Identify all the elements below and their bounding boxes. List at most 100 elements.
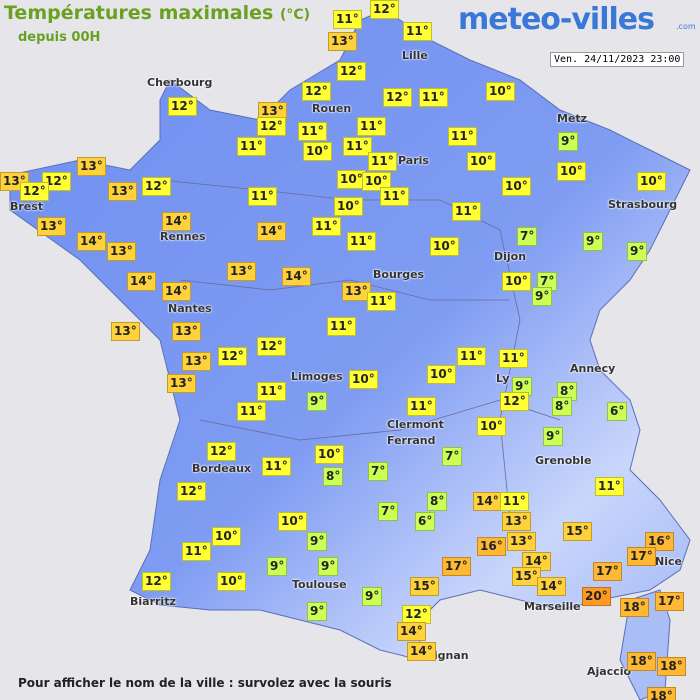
temperature-label[interactable]: 11° bbox=[595, 477, 624, 496]
temperature-label[interactable]: 12° bbox=[500, 392, 529, 411]
temperature-label[interactable]: 11° bbox=[248, 187, 277, 206]
temperature-label[interactable]: 12° bbox=[257, 337, 286, 356]
temperature-label[interactable]: 12° bbox=[177, 482, 206, 501]
temperature-label[interactable]: 13° bbox=[182, 352, 211, 371]
temperature-label[interactable]: 9° bbox=[583, 232, 604, 251]
temperature-label[interactable]: 15° bbox=[563, 522, 592, 541]
temperature-label[interactable]: 14° bbox=[537, 577, 566, 596]
temperature-label[interactable]: 11° bbox=[500, 492, 529, 511]
temperature-label[interactable]: 18° bbox=[627, 652, 656, 671]
temperature-label[interactable]: 12° bbox=[207, 442, 236, 461]
temperature-label[interactable]: 10° bbox=[278, 512, 307, 531]
temperature-label[interactable]: 11° bbox=[380, 187, 409, 206]
temperature-label[interactable]: 12° bbox=[402, 605, 431, 624]
temperature-label[interactable]: 10° bbox=[477, 417, 506, 436]
temperature-label[interactable]: 10° bbox=[467, 152, 496, 171]
temperature-label[interactable]: 11° bbox=[333, 10, 362, 29]
temperature-label[interactable]: 13° bbox=[77, 157, 106, 176]
temperature-label[interactable]: 10° bbox=[217, 572, 246, 591]
temperature-label[interactable]: 10° bbox=[486, 82, 515, 101]
temperature-label[interactable]: 7° bbox=[442, 447, 463, 466]
temperature-label[interactable]: 11° bbox=[237, 402, 266, 421]
temperature-label[interactable]: 12° bbox=[142, 572, 171, 591]
temperature-label[interactable]: 15° bbox=[410, 577, 439, 596]
temperature-label[interactable]: 11° bbox=[262, 457, 291, 476]
temperature-label[interactable]: 17° bbox=[655, 592, 684, 611]
temperature-label[interactable]: 16° bbox=[477, 537, 506, 556]
temperature-label[interactable]: 9° bbox=[532, 287, 553, 306]
temperature-label[interactable]: 12° bbox=[383, 88, 412, 107]
temperature-label[interactable]: 9° bbox=[362, 587, 383, 606]
temperature-label[interactable]: 10° bbox=[212, 527, 241, 546]
temperature-label[interactable]: 10° bbox=[349, 370, 378, 389]
temperature-label[interactable]: 11° bbox=[419, 88, 448, 107]
temperature-label[interactable]: 12° bbox=[168, 97, 197, 116]
temperature-label[interactable]: 11° bbox=[367, 292, 396, 311]
temperature-label[interactable]: 14° bbox=[257, 222, 286, 241]
temperature-label[interactable]: 11° bbox=[448, 127, 477, 146]
temperature-label[interactable]: 13° bbox=[342, 282, 371, 301]
temperature-label[interactable]: 12° bbox=[370, 0, 399, 19]
temperature-label[interactable]: 8° bbox=[552, 397, 573, 416]
temperature-label[interactable]: 16° bbox=[645, 532, 674, 551]
temperature-label[interactable]: 10° bbox=[557, 162, 586, 181]
temperature-label[interactable]: 12° bbox=[142, 177, 171, 196]
temperature-label[interactable]: 9° bbox=[307, 532, 328, 551]
temperature-label[interactable]: 11° bbox=[312, 217, 341, 236]
temperature-label[interactable]: 13° bbox=[227, 262, 256, 281]
temperature-label[interactable]: 11° bbox=[368, 152, 397, 171]
temperature-label[interactable]: 9° bbox=[318, 557, 339, 576]
temperature-label[interactable]: 15° bbox=[512, 567, 541, 586]
temperature-label[interactable]: 9° bbox=[627, 242, 648, 261]
temperature-label[interactable]: 10° bbox=[334, 197, 363, 216]
temperature-label[interactable]: 11° bbox=[343, 137, 372, 156]
temperature-label[interactable]: 12° bbox=[257, 117, 286, 136]
temperature-label[interactable]: 12° bbox=[337, 62, 366, 81]
temperature-label[interactable]: 13° bbox=[172, 322, 201, 341]
temperature-label[interactable]: 13° bbox=[108, 182, 137, 201]
temperature-label[interactable]: 10° bbox=[362, 172, 391, 191]
temperature-label[interactable]: 14° bbox=[162, 212, 191, 231]
temperature-label[interactable]: 17° bbox=[593, 562, 622, 581]
temperature-label[interactable]: 11° bbox=[257, 382, 286, 401]
temperature-label[interactable]: 14° bbox=[473, 492, 502, 511]
temperature-label[interactable]: 10° bbox=[430, 237, 459, 256]
temperature-label[interactable]: 14° bbox=[407, 642, 436, 661]
temperature-label[interactable]: 14° bbox=[127, 272, 156, 291]
temperature-label[interactable]: 6° bbox=[415, 512, 436, 531]
temperature-label[interactable]: 9° bbox=[543, 427, 564, 446]
temperature-label[interactable]: 9° bbox=[307, 602, 328, 621]
temperature-label[interactable]: 11° bbox=[327, 317, 356, 336]
temperature-label[interactable]: 13° bbox=[37, 217, 66, 236]
temperature-label[interactable]: 10° bbox=[502, 177, 531, 196]
temperature-label[interactable]: 7° bbox=[368, 462, 389, 481]
temperature-label[interactable]: 10° bbox=[303, 142, 332, 161]
temperature-label[interactable]: 13° bbox=[328, 32, 357, 51]
temperature-label[interactable]: 14° bbox=[77, 232, 106, 251]
temperature-label[interactable]: 12° bbox=[302, 82, 331, 101]
temperature-label[interactable]: 7° bbox=[378, 502, 399, 521]
temperature-label[interactable]: 10° bbox=[315, 445, 344, 464]
temperature-label[interactable]: 11° bbox=[407, 397, 436, 416]
temperature-label[interactable]: 14° bbox=[162, 282, 191, 301]
temperature-label[interactable]: 14° bbox=[397, 622, 426, 641]
temperature-label[interactable]: 14° bbox=[282, 267, 311, 286]
temperature-label[interactable]: 13° bbox=[107, 242, 136, 261]
temperature-label[interactable]: 11° bbox=[457, 347, 486, 366]
temperature-label[interactable]: 9° bbox=[267, 557, 288, 576]
temperature-label[interactable]: 12° bbox=[20, 182, 49, 201]
temperature-label[interactable]: 11° bbox=[237, 137, 266, 156]
temperature-label[interactable]: 10° bbox=[637, 172, 666, 191]
temperature-label[interactable]: 18° bbox=[620, 598, 649, 617]
temperature-label[interactable]: 6° bbox=[607, 402, 628, 421]
temperature-label[interactable]: 17° bbox=[627, 547, 656, 566]
temperature-label[interactable]: 14° bbox=[522, 552, 551, 571]
temperature-label[interactable]: 11° bbox=[357, 117, 386, 136]
temperature-label[interactable]: 8° bbox=[557, 382, 578, 401]
temperature-label[interactable]: 11° bbox=[298, 122, 327, 141]
temperature-label[interactable]: 13° bbox=[258, 102, 287, 121]
temperature-label[interactable]: 11° bbox=[452, 202, 481, 221]
temperature-label[interactable]: 11° bbox=[182, 542, 211, 561]
temperature-label[interactable]: 11° bbox=[347, 232, 376, 251]
temperature-label[interactable]: 7° bbox=[517, 227, 538, 246]
